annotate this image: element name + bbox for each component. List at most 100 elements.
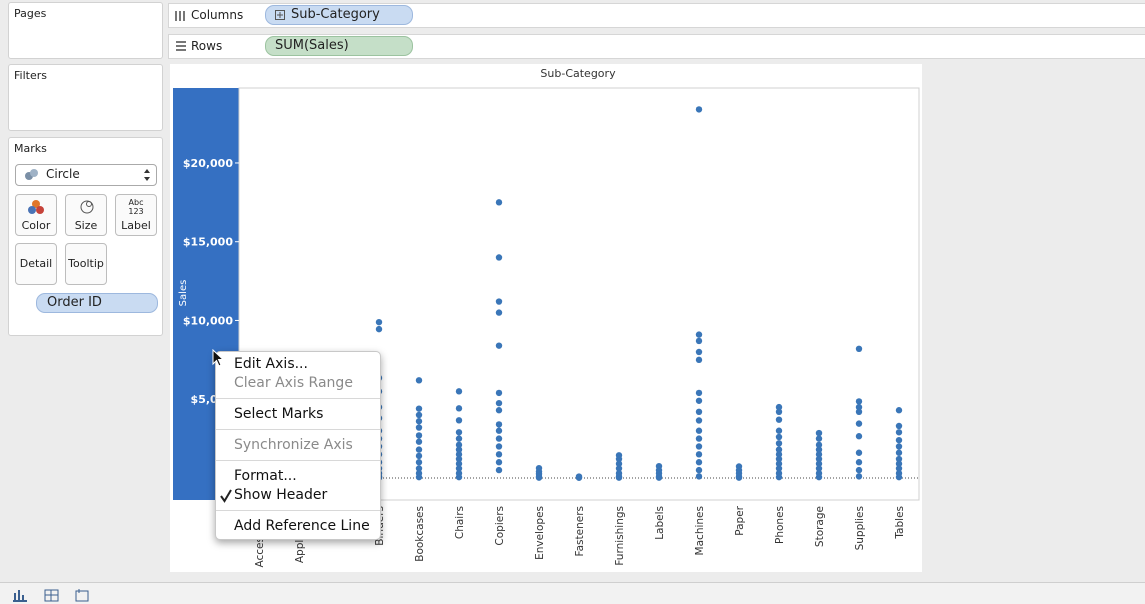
sale-point[interactable] — [855, 433, 863, 440]
menu-item[interactable]: Select Marks — [216, 405, 380, 424]
sale-point[interactable] — [455, 429, 463, 436]
sale-point[interactable] — [815, 441, 823, 449]
menu-item[interactable]: Format... — [216, 467, 380, 486]
label-button[interactable]: Abc 123 Label — [115, 194, 157, 236]
sale-point[interactable] — [815, 446, 823, 453]
sale-point[interactable] — [815, 451, 823, 458]
sale-point[interactable] — [495, 459, 503, 466]
sale-point[interactable] — [775, 473, 783, 481]
menu-item[interactable]: Edit Axis... — [216, 355, 380, 374]
sale-point[interactable] — [695, 337, 703, 345]
detail-button[interactable]: Detail — [15, 243, 57, 285]
sale-point[interactable] — [695, 356, 703, 364]
sale-point[interactable] — [775, 455, 783, 463]
sale-point[interactable] — [855, 420, 863, 427]
sale-point[interactable] — [775, 446, 783, 453]
sale-point[interactable] — [495, 254, 503, 261]
sale-point[interactable] — [775, 403, 783, 411]
sale-point[interactable] — [695, 435, 703, 442]
sale-point[interactable] — [815, 435, 823, 442]
sale-point[interactable] — [775, 460, 783, 467]
sale-point[interactable] — [615, 465, 623, 472]
sale-point[interactable] — [415, 438, 423, 445]
sale-point[interactable] — [855, 466, 863, 474]
sub-category-pill[interactable]: Sub-Category — [265, 5, 413, 25]
sale-point[interactable] — [695, 106, 703, 113]
size-button[interactable]: Size — [65, 194, 107, 236]
sale-point[interactable] — [375, 318, 383, 326]
sale-point[interactable] — [455, 473, 463, 481]
sale-point[interactable] — [615, 455, 623, 463]
sale-point[interactable] — [415, 432, 423, 439]
sale-point[interactable] — [615, 474, 623, 481]
sale-point[interactable] — [495, 199, 503, 206]
sale-point[interactable] — [895, 449, 903, 456]
menu-item[interactable]: Show Header — [216, 486, 380, 505]
sale-point[interactable] — [855, 408, 863, 416]
sale-point[interactable] — [695, 451, 703, 458]
sale-point[interactable] — [655, 474, 663, 481]
sale-point[interactable] — [495, 342, 503, 349]
sale-point[interactable] — [495, 421, 503, 428]
sale-point[interactable] — [895, 443, 903, 450]
sale-point[interactable] — [615, 460, 623, 467]
sale-point[interactable] — [815, 473, 823, 481]
sale-point[interactable] — [775, 451, 783, 458]
sale-point[interactable] — [695, 348, 703, 356]
sale-point[interactable] — [455, 435, 463, 442]
sale-point[interactable] — [775, 408, 783, 416]
sale-point[interactable] — [495, 309, 503, 316]
sum-sales-pill[interactable]: SUM(Sales) — [265, 36, 413, 56]
sale-point[interactable] — [775, 465, 783, 472]
sale-point[interactable] — [495, 389, 503, 397]
sale-point[interactable] — [855, 449, 863, 456]
sale-point[interactable] — [895, 436, 903, 444]
sale-point[interactable] — [775, 416, 783, 423]
tooltip-button[interactable]: Tooltip — [65, 243, 107, 285]
sale-point[interactable] — [495, 298, 503, 305]
sale-point[interactable] — [695, 443, 703, 450]
sale-point[interactable] — [495, 399, 503, 407]
color-button[interactable]: Color — [15, 194, 57, 236]
sale-point[interactable] — [855, 459, 863, 466]
sale-point[interactable] — [495, 466, 503, 474]
sale-point[interactable] — [695, 417, 703, 424]
sale-point[interactable] — [775, 440, 783, 447]
sale-point[interactable] — [695, 389, 703, 397]
sale-point[interactable] — [775, 433, 783, 441]
sale-point[interactable] — [375, 325, 383, 333]
sale-point[interactable] — [695, 466, 703, 474]
sale-point[interactable] — [695, 459, 703, 466]
sale-point[interactable] — [455, 465, 463, 472]
sale-point[interactable] — [895, 429, 903, 436]
sale-point[interactable] — [495, 443, 503, 450]
sale-point[interactable] — [695, 408, 703, 416]
sale-point[interactable] — [455, 451, 463, 458]
sale-point[interactable] — [815, 429, 823, 437]
sale-point[interactable] — [415, 424, 423, 431]
sale-point[interactable] — [455, 441, 463, 449]
sale-point[interactable] — [415, 459, 423, 466]
sale-point[interactable] — [855, 345, 863, 353]
sale-point[interactable] — [695, 397, 703, 404]
sale-point[interactable] — [495, 427, 503, 434]
mark-type-dropdown[interactable]: Circle — [15, 164, 157, 186]
sale-point[interactable] — [415, 377, 423, 384]
sale-point[interactable] — [895, 460, 903, 467]
sale-point[interactable] — [855, 473, 863, 480]
sale-point[interactable] — [495, 435, 503, 442]
order-id-pill[interactable]: Order ID — [36, 293, 158, 313]
sale-point[interactable] — [415, 452, 423, 460]
sale-point[interactable] — [815, 460, 823, 467]
sale-point[interactable] — [455, 460, 463, 467]
sale-point[interactable] — [455, 405, 463, 412]
sale-point[interactable] — [415, 418, 423, 425]
sale-point[interactable] — [495, 407, 503, 414]
sale-point[interactable] — [455, 455, 463, 463]
sale-point[interactable] — [455, 388, 463, 395]
sale-point[interactable] — [415, 465, 423, 472]
sale-point[interactable] — [455, 417, 463, 424]
sale-point[interactable] — [695, 473, 703, 480]
sale-point[interactable] — [575, 474, 583, 481]
sale-point[interactable] — [775, 427, 783, 434]
